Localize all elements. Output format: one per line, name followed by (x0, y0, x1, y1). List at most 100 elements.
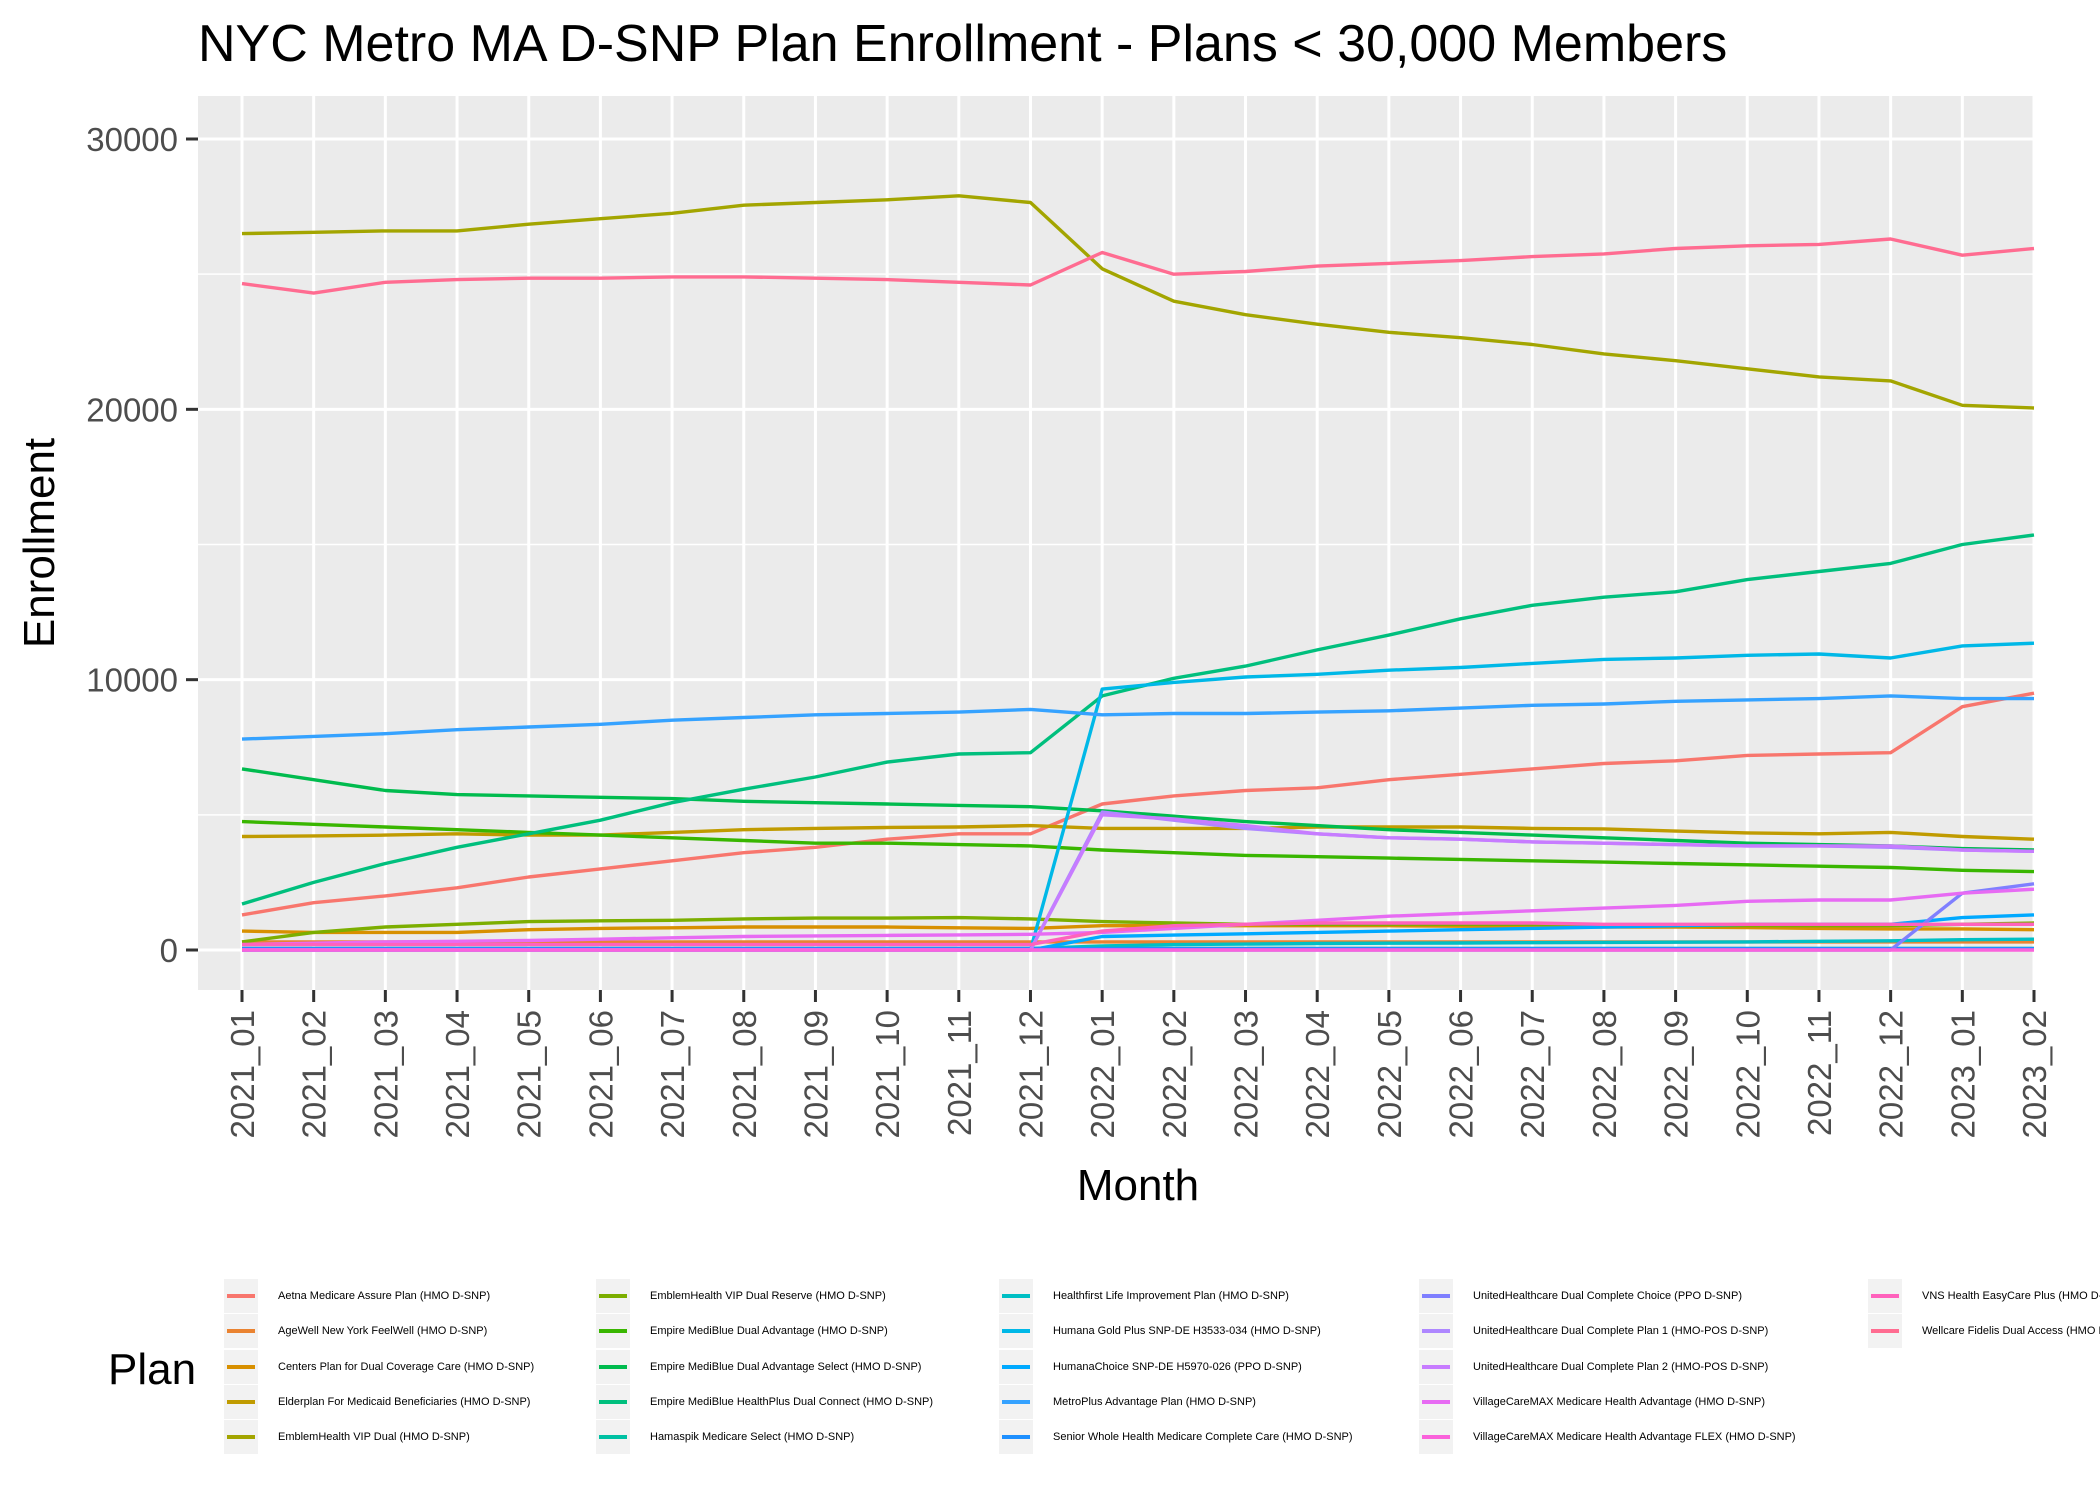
x-tick-label: 2021_05 (511, 1010, 548, 1138)
legend-item: Humana Gold Plus SNP-DE H3533-034 (HMO D… (999, 1314, 1321, 1348)
legend-key (596, 1314, 630, 1348)
legend-item: VillageCareMAX Medicare Health Advantage… (1419, 1385, 1765, 1419)
x-tick-label: 2021_01 (224, 1010, 261, 1138)
legend-key (596, 1385, 630, 1419)
x-tick-label: 2022_07 (1514, 1010, 1551, 1138)
legend-label: UnitedHealthcare Dual Complete Plan 2 (H… (1473, 1361, 1769, 1373)
chart-title: NYC Metro MA D-SNP Plan Enrollment - Pla… (198, 15, 1728, 73)
x-tick-label: 2022_05 (1371, 1010, 1408, 1138)
legend-key (224, 1279, 258, 1313)
legend-item: AgeWell New York FeelWell (HMO D-SNP) (224, 1314, 487, 1348)
legend-key (596, 1350, 630, 1384)
legend-label: Empire MediBlue Dual Advantage (HMO D-SN… (650, 1325, 888, 1337)
y-axis: 0 10000 20000 30000 (86, 121, 198, 969)
series-line-20 (242, 921, 2034, 947)
legend-key (1419, 1279, 1453, 1313)
legend-label: MetroPlus Advantage Plan (HMO D-SNP) (1053, 1396, 1256, 1408)
legend-key (596, 1420, 630, 1454)
x-tick-label: 2022_08 (1586, 1010, 1623, 1138)
legend-key (1868, 1279, 1902, 1313)
series-line-3 (241, 823, 2035, 841)
x-tick-label: 2021_06 (582, 1010, 619, 1138)
legend-label: EmblemHealth VIP Dual (HMO D-SNP) (278, 1431, 470, 1443)
legend-item: Senior Whole Health Medicare Complete Ca… (999, 1420, 1353, 1454)
series-line-13 (241, 694, 2034, 741)
x-axis: 2021_01 2021_02 2021_03 2021_04 2021_05 2021_… (224, 990, 2053, 1138)
legend-label: UnitedHealthcare Dual Complete Plan 1 (H… (1473, 1325, 1769, 1337)
grid-major (198, 96, 2036, 990)
legend-label: UnitedHealthcare Dual Complete Choice (P… (1473, 1290, 1742, 1302)
x-tick-label: 2022_01 (1084, 1010, 1121, 1138)
y-tick-label: 0 (160, 932, 178, 969)
legend-key (999, 1350, 1033, 1384)
series-line-7 (241, 767, 2035, 852)
legend-label: Empire MediBlue Dual Advantage Select (H… (650, 1361, 922, 1373)
x-tick-label: 2022_04 (1299, 1010, 1336, 1138)
legend-item: UnitedHealthcare Dual Complete Choice (P… (1419, 1279, 1742, 1313)
legend-label: Empire MediBlue HealthPlus Dual Connect … (650, 1396, 934, 1408)
x-tick-label: 2023_02 (2016, 1010, 2053, 1138)
legend-label: Hamaspik Medicare Select (HMO D-SNP) (650, 1431, 855, 1443)
x-tick-label: 2021_10 (869, 1010, 906, 1138)
legend-label: Aetna Medicare Assure Plan (HMO D-SNP) (278, 1290, 491, 1302)
legend-label: VNS Health EasyCare Plus (HMO D-SNP) (1922, 1290, 2100, 1302)
x-tick-label: 2023_01 (1944, 1010, 1981, 1138)
legend-item: Aetna Medicare Assure Plan (HMO D-SNP) (224, 1279, 490, 1313)
x-tick-label: 2021_11 (941, 1010, 978, 1136)
legend-label: Senior Whole Health Medicare Complete Ca… (1053, 1431, 1353, 1443)
legend-label: EmblemHealth VIP Dual Reserve (HMO D-SNP… (650, 1290, 886, 1302)
legend-item: UnitedHealthcare Dual Complete Plan 2 (H… (1419, 1350, 1768, 1384)
legend-item: Wellcare Fidelis Dual Access (HMO D-SNP) (1868, 1314, 2100, 1348)
x-tick-label: 2021_02 (296, 1010, 333, 1138)
legend-label: VillageCareMAX Medicare Health Advantage… (1473, 1431, 1796, 1443)
legend-key (1419, 1420, 1453, 1454)
legend-label: VillageCareMAX Medicare Health Advantage… (1473, 1396, 1766, 1408)
legend-item: Empire MediBlue Dual Advantage (HMO D-SN… (596, 1314, 888, 1348)
x-tick-label: 2021_08 (726, 1010, 763, 1138)
y-tick-label: 20000 (86, 391, 178, 428)
x-tick-label: 2022_10 (1729, 1010, 1766, 1138)
legend-key (224, 1385, 258, 1419)
legend-item: MetroPlus Advantage Plan (HMO D-SNP) (999, 1385, 1256, 1419)
x-tick-label: 2022_12 (1873, 1010, 1910, 1138)
legend-item: Empire MediBlue Dual Advantage Select (H… (596, 1350, 921, 1384)
legend-item: VillageCareMAX Medicare Health Advantage… (1419, 1420, 1796, 1454)
legend-label: Healthfirst Life Improvement Plan (HMO D… (1053, 1290, 1289, 1302)
legend-item: Healthfirst Life Improvement Plan (HMO D… (999, 1279, 1289, 1313)
legend-label: Humana Gold Plus SNP-DE H3533-034 (HMO D… (1053, 1325, 1321, 1337)
legend-item: HumanaChoice SNP-DE H5970-026 (PPO D-SNP… (999, 1350, 1302, 1384)
x-tick-label: 2022_11 (1801, 1010, 1838, 1136)
legend-key (999, 1420, 1033, 1454)
legend-item: Elderplan For Medicaid Beneficiaries (HM… (224, 1385, 530, 1419)
y-tick-label: 10000 (86, 662, 178, 699)
legend-key (224, 1350, 258, 1384)
legend-item: VNS Health EasyCare Plus (HMO D-SNP) (1868, 1279, 2100, 1313)
y-axis-title: Enrollment (15, 438, 64, 648)
x-axis-title: Month (1077, 1161, 1199, 1210)
legend-item: Centers Plan for Dual Coverage Care (HMO… (224, 1350, 534, 1384)
legend-key (224, 1314, 258, 1348)
legend-key (999, 1314, 1033, 1348)
legend-item: EmblemHealth VIP Dual Reserve (HMO D-SNP… (596, 1279, 886, 1313)
legend-title: Plan (108, 1345, 197, 1394)
legend-key (596, 1279, 630, 1313)
x-tick-label: 2021_12 (1012, 1010, 1049, 1138)
legend-label: Wellcare Fidelis Dual Access (HMO D-SNP) (1922, 1325, 2100, 1337)
x-tick-label: 2021_04 (439, 1010, 476, 1138)
series-line-2 (241, 924, 2035, 935)
x-tick-label: 2022_03 (1228, 1010, 1265, 1138)
x-tick-label: 2022_02 (1156, 1010, 1193, 1138)
legend-key (999, 1279, 1033, 1313)
legend-item: Hamaspik Medicare Select (HMO D-SNP) (596, 1420, 854, 1454)
legend-item: EmblemHealth VIP Dual (HMO D-SNP) (224, 1420, 470, 1454)
y-tick-label: 30000 (86, 121, 178, 158)
x-tick-label: 2022_09 (1658, 1010, 1695, 1138)
series-layer (241, 194, 2035, 952)
series-line-21 (241, 237, 2035, 295)
legend-item: UnitedHealthcare Dual Complete Plan 1 (H… (1419, 1314, 1768, 1348)
legend-key (999, 1385, 1033, 1419)
legend-key (1868, 1314, 1902, 1348)
legend-key (1419, 1350, 1453, 1384)
x-tick-label: 2021_07 (654, 1010, 691, 1138)
